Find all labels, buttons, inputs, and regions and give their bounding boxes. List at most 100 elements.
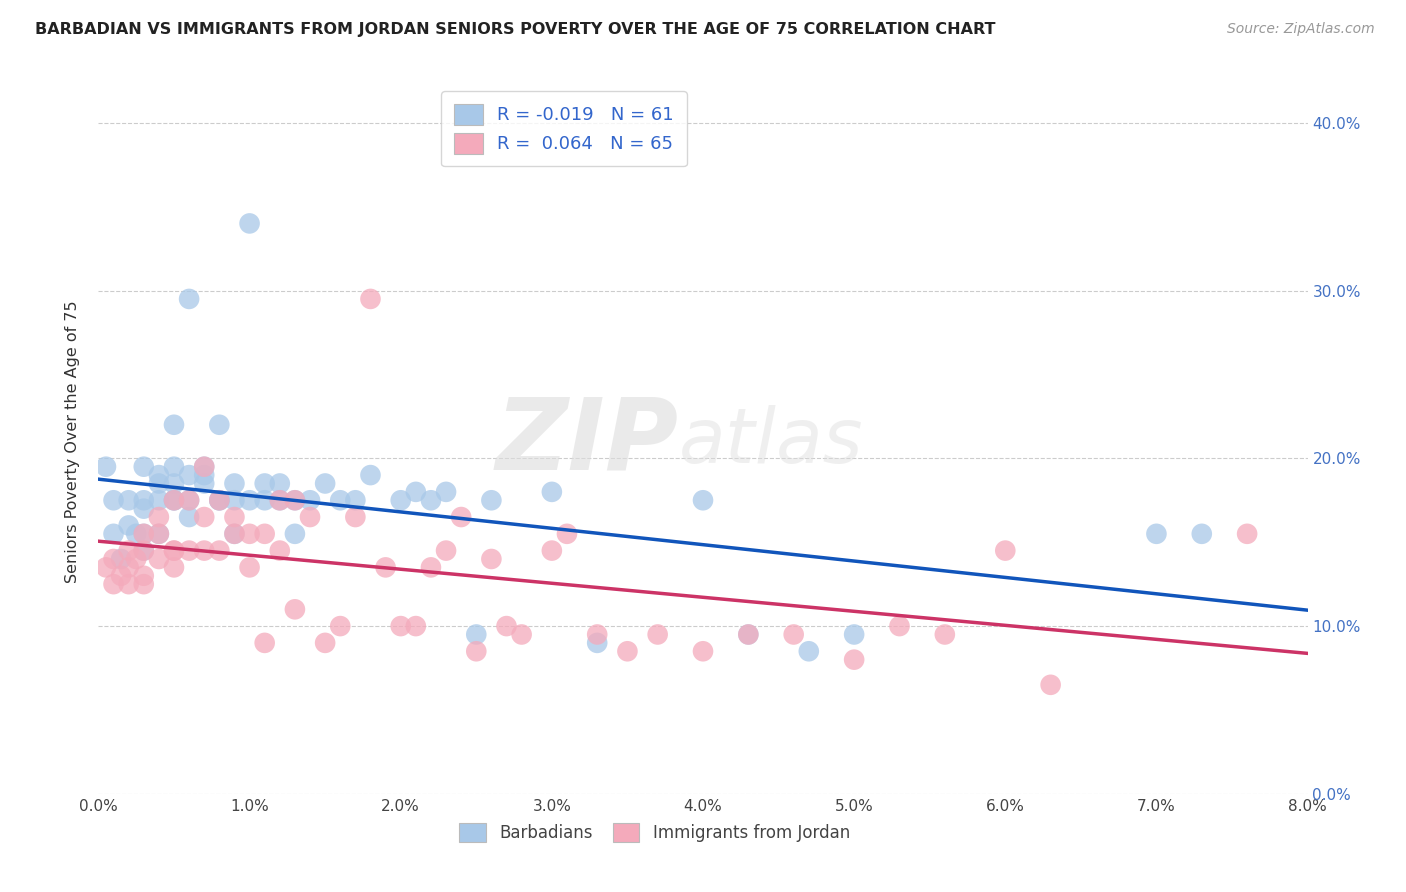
Point [224, 510, 246, 524]
Point [224, 476, 246, 491]
Point [284, 602, 307, 616]
Point [132, 526, 155, 541]
Point [224, 493, 246, 508]
Point [118, 577, 141, 591]
Point [163, 417, 186, 432]
Point [344, 493, 367, 508]
Point [314, 636, 336, 650]
Point [299, 493, 322, 508]
Point [783, 627, 806, 641]
Point [163, 476, 186, 491]
Point [253, 476, 276, 491]
Point [193, 510, 215, 524]
Point [103, 493, 125, 508]
Point [132, 501, 155, 516]
Point [1236, 526, 1258, 541]
Point [284, 493, 307, 508]
Point [103, 552, 125, 566]
Point [163, 459, 186, 474]
Point [586, 636, 609, 650]
Point [586, 627, 609, 641]
Point [163, 560, 186, 574]
Point [329, 619, 352, 633]
Point [179, 543, 201, 558]
Point [284, 493, 307, 508]
Point [193, 476, 215, 491]
Point [269, 493, 291, 508]
Point [103, 577, 125, 591]
Point [179, 493, 201, 508]
Point [163, 493, 186, 508]
Point [360, 468, 382, 483]
Point [481, 552, 503, 566]
Point [510, 627, 533, 641]
Point [737, 627, 759, 641]
Point [616, 644, 638, 658]
Text: BARBADIAN VS IMMIGRANTS FROM JORDAN SENIORS POVERTY OVER THE AGE OF 75 CORRELATI: BARBADIAN VS IMMIGRANTS FROM JORDAN SENI… [35, 22, 995, 37]
Point [540, 543, 562, 558]
Point [132, 543, 155, 558]
Point [434, 484, 457, 499]
Point [208, 493, 231, 508]
Point [299, 510, 322, 524]
Text: atlas: atlas [679, 405, 863, 478]
Point [465, 627, 488, 641]
Point [692, 493, 714, 508]
Point [224, 526, 246, 541]
Point [125, 526, 148, 541]
Point [110, 568, 132, 582]
Point [374, 560, 396, 574]
Point [434, 543, 457, 558]
Point [163, 493, 186, 508]
Point [208, 543, 231, 558]
Point [253, 493, 276, 508]
Point [269, 476, 291, 491]
Point [163, 543, 186, 558]
Point [148, 526, 170, 541]
Point [239, 216, 262, 230]
Point [844, 627, 866, 641]
Point [179, 493, 201, 508]
Point [329, 493, 352, 508]
Point [179, 292, 201, 306]
Y-axis label: Seniors Poverty Over the Age of 75: Seniors Poverty Over the Age of 75 [65, 301, 80, 582]
Point [253, 636, 276, 650]
Point [118, 543, 141, 558]
Point [389, 493, 412, 508]
Point [132, 493, 155, 508]
Point [284, 526, 307, 541]
Point [269, 493, 291, 508]
Point [465, 644, 488, 658]
Point [163, 543, 186, 558]
Point [253, 526, 276, 541]
Point [420, 493, 443, 508]
Point [132, 577, 155, 591]
Point [239, 526, 262, 541]
Point [1039, 678, 1062, 692]
Point [110, 552, 132, 566]
Point [132, 459, 155, 474]
Point [647, 627, 669, 641]
Point [148, 526, 170, 541]
Point [420, 560, 443, 574]
Point [118, 518, 141, 533]
Point [132, 568, 155, 582]
Text: Source: ZipAtlas.com: Source: ZipAtlas.com [1227, 22, 1375, 37]
Point [94, 560, 117, 574]
Point [148, 493, 170, 508]
Point [692, 644, 714, 658]
Point [481, 493, 503, 508]
Point [193, 468, 215, 483]
Point [148, 476, 170, 491]
Point [103, 526, 125, 541]
Point [132, 526, 155, 541]
Point [994, 543, 1017, 558]
Point [118, 493, 141, 508]
Point [208, 493, 231, 508]
Point [344, 510, 367, 524]
Point [1191, 526, 1213, 541]
Point [314, 476, 336, 491]
Point [208, 417, 231, 432]
Point [934, 627, 956, 641]
Point [148, 552, 170, 566]
